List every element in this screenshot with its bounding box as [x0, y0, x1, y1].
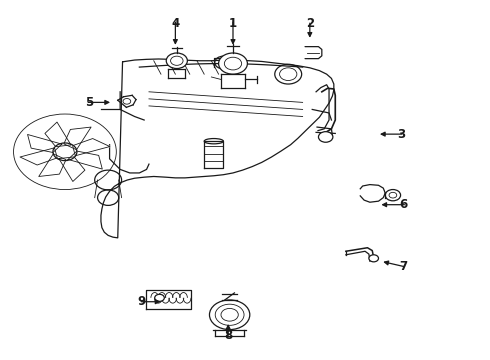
Polygon shape — [27, 135, 62, 153]
Text: 5: 5 — [85, 96, 93, 109]
Polygon shape — [204, 141, 223, 168]
Polygon shape — [101, 59, 334, 238]
Text: 8: 8 — [224, 329, 232, 342]
Circle shape — [369, 255, 378, 262]
Polygon shape — [73, 139, 110, 156]
Text: 7: 7 — [399, 260, 408, 273]
Polygon shape — [20, 148, 57, 165]
Circle shape — [123, 99, 131, 104]
Text: 4: 4 — [171, 17, 179, 30]
Text: 6: 6 — [399, 198, 408, 211]
Text: 9: 9 — [138, 295, 146, 308]
Polygon shape — [45, 122, 71, 147]
Polygon shape — [64, 127, 91, 150]
Polygon shape — [68, 151, 102, 169]
Text: 2: 2 — [306, 17, 314, 30]
Circle shape — [53, 143, 77, 161]
Circle shape — [385, 189, 401, 201]
Text: 1: 1 — [229, 17, 237, 30]
Circle shape — [209, 300, 250, 330]
Circle shape — [155, 294, 164, 301]
Circle shape — [318, 132, 333, 142]
Polygon shape — [59, 157, 85, 181]
Polygon shape — [39, 154, 66, 176]
Circle shape — [166, 53, 187, 68]
Circle shape — [219, 53, 247, 74]
Text: 3: 3 — [397, 128, 405, 141]
